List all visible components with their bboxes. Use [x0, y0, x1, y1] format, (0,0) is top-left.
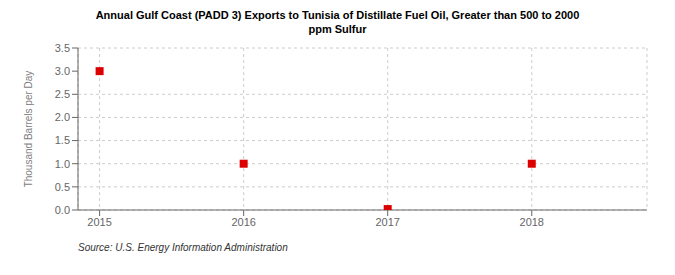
svg-text:2.5: 2.5: [55, 88, 70, 100]
svg-text:0.5: 0.5: [55, 181, 70, 193]
html-text:Annual Gulf Coast (PADD 3) Exp: Annual Gulf Coast (PADD 3) Exports to Tu…: [95, 9, 580, 35]
svg-text:Thousand Barrels per Day: Thousand Barrels per Day: [23, 71, 34, 188]
svg-text:1.0: 1.0: [55, 158, 70, 170]
html-text:Source: U.S. Energy Informatio: Source: U.S. Energy Information Administ…: [78, 242, 288, 253]
svg-text:2016: 2016: [231, 216, 255, 228]
svg-text:2017: 2017: [375, 216, 399, 228]
svg-text:0.0: 0.0: [55, 204, 70, 216]
svg-text:3.5: 3.5: [55, 42, 70, 54]
svg-text:2018: 2018: [520, 216, 544, 228]
svg-text:2.0: 2.0: [55, 111, 70, 123]
svg-text:1.5: 1.5: [55, 134, 70, 146]
svg-text:3.0: 3.0: [55, 65, 70, 77]
svg-text:2015: 2015: [87, 216, 111, 228]
